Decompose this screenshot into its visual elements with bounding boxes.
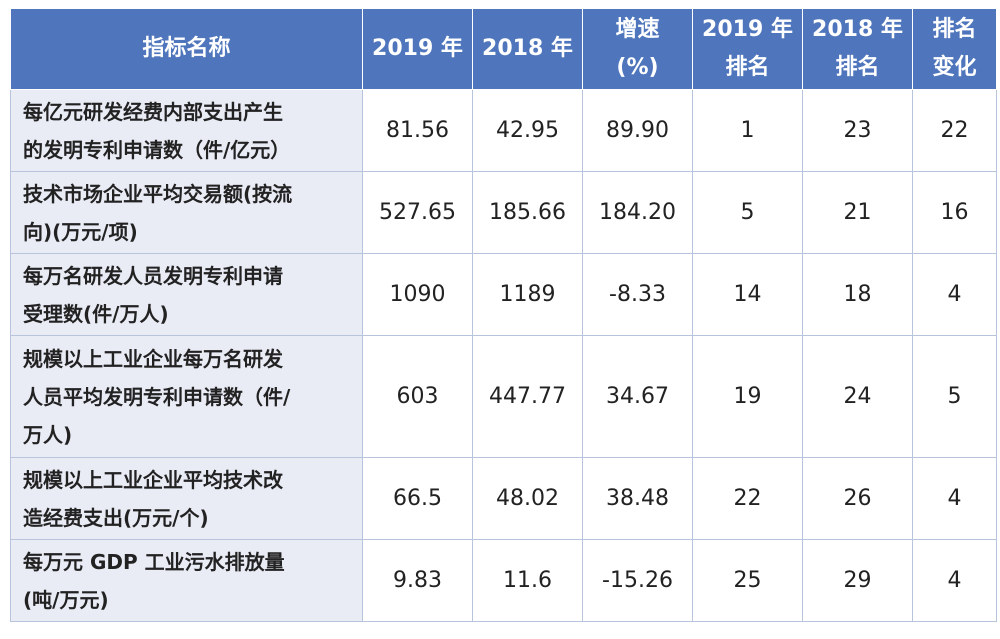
value-2019-cell: 603 — [362, 335, 473, 458]
header-2018: 2018 年 — [472, 8, 583, 90]
value-2019-cell: 1090 — [362, 253, 473, 336]
rank-2019-cell: 25 — [692, 539, 803, 622]
indicator-name-line: 规模以上工业企业每万名研发 — [23, 346, 283, 371]
indicator-name-cell: 每万名研发人员发明专利申请 受理数(件/万人) — [10, 253, 363, 336]
rank-change-cell: 4 — [912, 253, 997, 336]
growth-cell: 89.90 — [582, 89, 693, 172]
header-rank-2018-line2: 排名 — [835, 55, 880, 80]
indicator-name-cell: 每亿元研发经费内部支出产生 的发明专利申请数（件/亿元） — [10, 89, 363, 172]
rank-2019-cell: 22 — [692, 457, 803, 540]
rank-change-cell: 5 — [912, 335, 997, 458]
header-rank-2019: 2019 年 排名 — [692, 8, 803, 90]
growth-cell: 184.20 — [582, 171, 693, 254]
table-body: 每亿元研发经费内部支出产生 的发明专利申请数（件/亿元） 81.56 42.95… — [10, 89, 997, 622]
indicator-name-line: 造经费支出(万元/个) — [23, 505, 209, 530]
value-2019-cell: 9.83 — [362, 539, 473, 622]
growth-cell: -8.33 — [582, 253, 693, 336]
rank-change-cell: 16 — [912, 171, 997, 254]
indicator-table: 指标名称 2019 年 2018 年 增速 (%) 2019 年 排名 2018… — [10, 8, 997, 622]
header-growth: 增速 (%) — [582, 8, 693, 90]
growth-cell: -15.26 — [582, 539, 693, 622]
indicator-name-line: 人员平均发明专利申请数（件/ — [23, 384, 291, 409]
rank-2018-cell: 21 — [802, 171, 913, 254]
indicator-name-line: 向)(万元/项) — [23, 219, 138, 244]
indicator-name-line: 每万名研发人员发明专利申请 — [23, 263, 283, 288]
indicator-name-line: 万人) — [23, 422, 73, 447]
table-header: 指标名称 2019 年 2018 年 增速 (%) 2019 年 排名 2018… — [10, 8, 997, 90]
header-indicator-name: 指标名称 — [10, 8, 363, 90]
rank-change-cell: 4 — [912, 539, 997, 622]
growth-cell: 34.67 — [582, 335, 693, 458]
header-rank-change-line1: 排名 — [932, 17, 977, 42]
indicator-name-cell: 规模以上工业企业平均技术改 造经费支出(万元/个) — [10, 457, 363, 540]
indicator-name-line: 规模以上工业企业平均技术改 — [23, 467, 283, 492]
value-2018-cell: 1189 — [472, 253, 583, 336]
header-rank-2018-line1: 2018 年 — [812, 17, 903, 42]
rank-2018-cell: 26 — [802, 457, 913, 540]
value-2018-cell: 42.95 — [472, 89, 583, 172]
indicator-name-line: 受理数(件/万人) — [23, 301, 169, 326]
table-row: 规模以上工业企业每万名研发 人员平均发明专利申请数（件/ 万人) 603 447… — [10, 335, 997, 458]
header-rank-2018: 2018 年 排名 — [802, 8, 913, 90]
header-growth-line2: (%) — [616, 55, 659, 80]
rank-2019-cell: 19 — [692, 335, 803, 458]
table-row: 每亿元研发经费内部支出产生 的发明专利申请数（件/亿元） 81.56 42.95… — [10, 89, 997, 172]
indicator-name-line: 每万元 GDP 工业污水排放量 — [23, 549, 285, 574]
rank-2018-cell: 18 — [802, 253, 913, 336]
value-2018-cell: 11.6 — [472, 539, 583, 622]
indicator-table-container: 指标名称 2019 年 2018 年 增速 (%) 2019 年 排名 2018… — [10, 8, 997, 622]
indicator-name-cell: 每万元 GDP 工业污水排放量 (吨/万元) — [10, 539, 363, 622]
value-2018-cell: 185.66 — [472, 171, 583, 254]
table-row: 技术市场企业平均交易额(按流 向)(万元/项) 527.65 185.66 18… — [10, 171, 997, 254]
header-rank-2019-line2: 排名 — [725, 55, 770, 80]
indicator-name-line: (吨/万元) — [23, 587, 109, 612]
value-2019-cell: 81.56 — [362, 89, 473, 172]
rank-change-cell: 4 — [912, 457, 997, 540]
header-growth-line1: 增速 — [615, 17, 660, 42]
indicator-name-line: 技术市场企业平均交易额(按流 — [23, 181, 293, 206]
header-rank-change-line2: 变化 — [932, 55, 977, 80]
growth-cell: 38.48 — [582, 457, 693, 540]
rank-2019-cell: 1 — [692, 89, 803, 172]
value-2018-cell: 447.77 — [472, 335, 583, 458]
header-2019: 2019 年 — [362, 8, 473, 90]
header-row: 指标名称 2019 年 2018 年 增速 (%) 2019 年 排名 2018… — [10, 8, 997, 90]
value-2019-cell: 527.65 — [362, 171, 473, 254]
header-rank-change: 排名 变化 — [912, 8, 997, 90]
table-row: 每万元 GDP 工业污水排放量 (吨/万元) 9.83 11.6 -15.26 … — [10, 539, 997, 622]
rank-2018-cell: 29 — [802, 539, 913, 622]
value-2019-cell: 66.5 — [362, 457, 473, 540]
indicator-name-line: 每亿元研发经费内部支出产生 — [23, 99, 283, 124]
table-row: 每万名研发人员发明专利申请 受理数(件/万人) 1090 1189 -8.33 … — [10, 253, 997, 336]
rank-2018-cell: 24 — [802, 335, 913, 458]
rank-2018-cell: 23 — [802, 89, 913, 172]
header-rank-2019-line1: 2019 年 — [702, 17, 793, 42]
table-row: 规模以上工业企业平均技术改 造经费支出(万元/个) 66.5 48.02 38.… — [10, 457, 997, 540]
indicator-name-cell: 规模以上工业企业每万名研发 人员平均发明专利申请数（件/ 万人) — [10, 335, 363, 458]
rank-2019-cell: 14 — [692, 253, 803, 336]
rank-change-cell: 22 — [912, 89, 997, 172]
indicator-name-cell: 技术市场企业平均交易额(按流 向)(万元/项) — [10, 171, 363, 254]
indicator-name-line: 的发明专利申请数（件/亿元） — [23, 137, 291, 162]
value-2018-cell: 48.02 — [472, 457, 583, 540]
rank-2019-cell: 5 — [692, 171, 803, 254]
